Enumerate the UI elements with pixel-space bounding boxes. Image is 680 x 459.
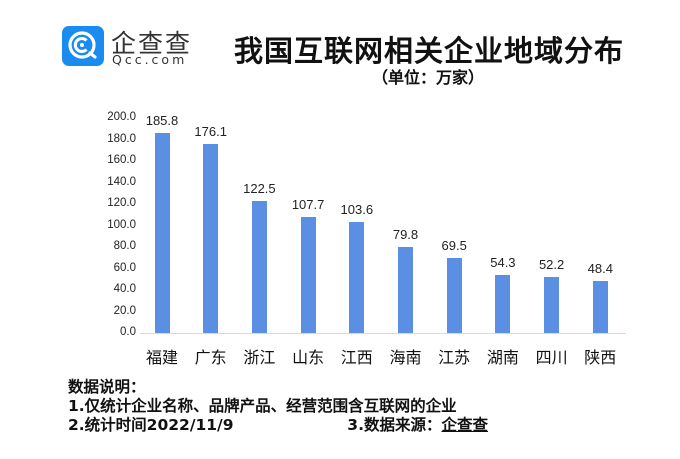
y-tick-label: 180.0 — [107, 132, 136, 145]
source-name: 企查查 — [441, 416, 488, 434]
x-category-label: 福建 — [145, 348, 178, 367]
bar-1 — [203, 143, 219, 333]
y-tick-label: 140.0 — [107, 175, 136, 188]
source-label: 3.数据来源： — [347, 416, 442, 434]
brand-name-cn: 企查查 — [111, 29, 193, 58]
value-label: 122.5 — [243, 181, 276, 197]
x-category-label: 湖南 — [486, 348, 519, 367]
y-tick-label: 160.0 — [107, 154, 136, 166]
value-label: 48.4 — [587, 260, 613, 276]
y-tick-label: 20.0 — [113, 304, 136, 317]
y-tick-label: 120.0 — [107, 197, 136, 209]
bar-8 — [544, 276, 560, 333]
y-tick-label: 0.0 — [120, 326, 136, 338]
x-category-label: 海南 — [389, 348, 422, 367]
notes-date: 2.统计时间2022/11/9 — [68, 416, 234, 434]
chart-title: 我国互联网相关企业地域分布 — [234, 34, 625, 68]
value-label: 52.2 — [538, 256, 565, 272]
x-category-label: 四川 — [535, 348, 568, 367]
x-category-label: 山东 — [292, 348, 325, 367]
x-axis-line — [140, 333, 626, 334]
bar-4 — [349, 221, 365, 333]
value-label: 69.5 — [441, 238, 467, 254]
bar-3 — [300, 217, 316, 333]
bar-0 — [154, 133, 170, 333]
chart-subtitle: （单位：万家） — [372, 68, 485, 87]
bar-7 — [495, 274, 511, 333]
x-category-label: 江西 — [340, 348, 373, 367]
bar-9 — [592, 280, 608, 333]
value-label: 107.7 — [291, 197, 325, 213]
y-tick-label: 60.0 — [113, 261, 136, 274]
value-label: 103.6 — [340, 201, 374, 217]
value-label: 79.8 — [392, 227, 419, 243]
bar-chart: 0.0 20.0 40.0 60.0 80.0 100.0 120.0 140.0 160.0 1… — [107, 111, 626, 367]
y-tick-label: 40.0 — [113, 283, 136, 295]
notes-heading: 数据说明： — [68, 378, 146, 396]
value-label: 185.8 — [145, 113, 179, 129]
y-tick-label: 100.0 — [107, 218, 136, 231]
y-tick-label: 80.0 — [113, 240, 136, 252]
x-category-label: 广东 — [194, 348, 227, 367]
y-tick-label: 200.0 — [107, 111, 136, 123]
notes-line-2: 2.统计时间2022/11/9 3.数据来源：企查查 — [68, 416, 488, 435]
magnifier-c-icon — [68, 31, 97, 59]
x-category-label: 江苏 — [438, 348, 471, 367]
notes-line-1: 1.仅统计企业名称、品牌产品、经营范围含互联网的企业 — [68, 397, 457, 415]
bar-2 — [251, 201, 267, 333]
bar-6 — [446, 258, 462, 333]
x-category-label: 陕西 — [584, 348, 617, 367]
notes-source: 3.数据来源：企查查 — [347, 416, 488, 435]
brand-name-en: Qcc.com — [112, 52, 188, 67]
value-label: 54.3 — [490, 254, 516, 270]
bar-5 — [398, 247, 413, 333]
x-category-label: 浙江 — [243, 348, 276, 367]
qcc-logo-icon — [62, 26, 104, 66]
value-label: 176.1 — [194, 123, 227, 139]
data-notes: 数据说明： 1.仅统计企业名称、品牌产品、经营范围含互联网的企业 2.统计时间2… — [68, 378, 488, 435]
